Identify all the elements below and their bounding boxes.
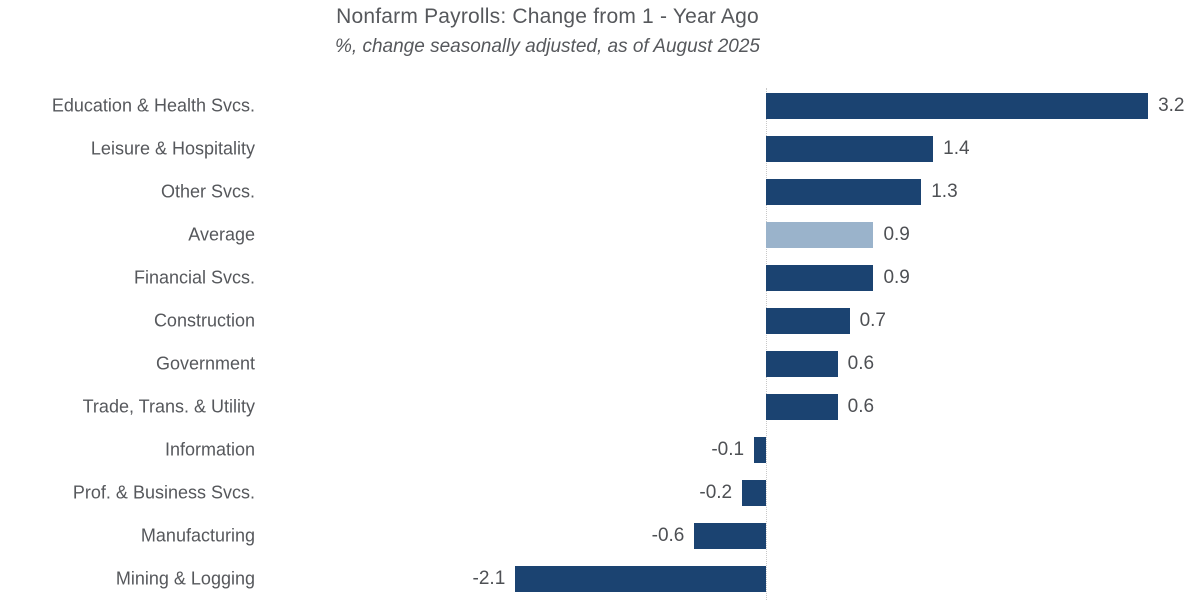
bar: [766, 264, 874, 291]
bar-row: Prof. & Business Svcs. -0.2: [0, 471, 1200, 514]
category-label: Trade, Trans. & Utility: [82, 396, 255, 416]
value-label: 3.2: [1158, 94, 1185, 116]
category-label: Education & Health Svcs.: [51, 95, 255, 115]
bar-row: Manufacturing -0.6: [0, 514, 1200, 557]
category-label: Prof. & Business Svcs.: [72, 482, 255, 502]
bar: [766, 92, 1149, 119]
value-label: 0.6: [847, 352, 875, 374]
bar: [766, 307, 850, 334]
bar-row: Mining & Logging -2.1: [0, 557, 1200, 600]
category-label: Financial Svcs.: [133, 267, 255, 287]
value-label: -2.1: [472, 567, 506, 589]
bar-row: Average 0.9: [0, 213, 1200, 256]
plot-area: Education & Health Svcs. 3.2 Leisure & Hos…: [0, 84, 1200, 600]
value-label: 0.7: [859, 309, 886, 331]
bar: [766, 178, 922, 205]
value-label: 0.6: [847, 395, 875, 417]
value-label: 1.3: [931, 180, 958, 202]
value-label: -0.2: [699, 481, 733, 503]
bar: [766, 350, 838, 377]
value-label: -0.6: [651, 524, 685, 546]
bar-row: Government 0.6: [0, 342, 1200, 385]
category-label: Information: [164, 439, 255, 459]
category-label: Construction: [153, 310, 255, 330]
category-label: Leisure & Hospitality: [90, 138, 255, 158]
category-label: Average: [188, 224, 255, 244]
category-label: Mining & Logging: [115, 568, 255, 588]
bar-row: Construction 0.7: [0, 299, 1200, 342]
zero-gridline: [766, 88, 767, 600]
bar-row: Leisure & Hospitality 1.4: [0, 127, 1200, 170]
bar-row: Financial Svcs. 0.9: [0, 256, 1200, 299]
category-label: Other Svcs.: [160, 181, 255, 201]
bar: [694, 522, 766, 549]
bar: [766, 221, 874, 248]
value-label: 0.9: [883, 223, 910, 245]
value-label: 1.4: [943, 137, 970, 159]
category-label: Government: [155, 353, 255, 373]
value-label: -0.1: [711, 438, 745, 460]
category-label: Manufacturing: [140, 525, 255, 545]
bar: [742, 479, 766, 506]
bar: [766, 393, 838, 420]
chart-title: Nonfarm Payrolls: Change from 1 - Year A…: [336, 5, 759, 28]
chart-subtitle: %, change seasonally adjusted, as of Aug…: [335, 36, 760, 57]
value-label: 0.9: [883, 266, 910, 288]
bar-row: Other Svcs. 1.3: [0, 170, 1200, 213]
bar: [754, 436, 766, 463]
bar: [515, 565, 766, 592]
bar-row: Trade, Trans. & Utility 0.6: [0, 385, 1200, 428]
chart-header: Nonfarm Payrolls: Change from 1 - Year A…: [0, 5, 1095, 58]
bar-row: Information -0.1: [0, 428, 1200, 471]
bar-row: Education & Health Svcs. 3.2: [0, 84, 1200, 127]
bar: [766, 135, 934, 162]
